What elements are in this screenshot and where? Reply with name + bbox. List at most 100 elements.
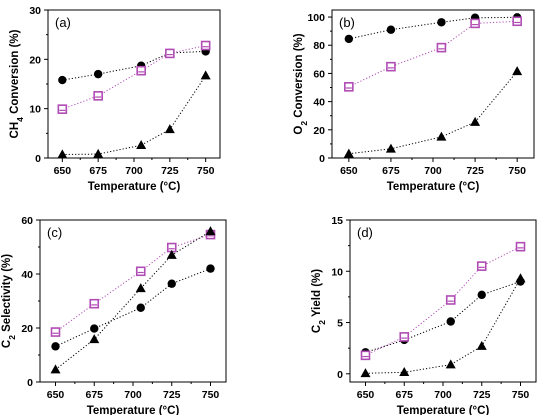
data-point-square — [386, 61, 396, 72]
data-point-triangle — [135, 283, 146, 293]
series-line-circle — [365, 281, 521, 353]
series-line-circle — [55, 268, 211, 347]
y-tick-label: 80 — [313, 40, 325, 52]
x-tick-label: 675 — [395, 389, 413, 401]
data-point-square — [89, 298, 100, 309]
y-tick-label: 0 — [35, 153, 41, 165]
panel-label: (d) — [357, 225, 373, 240]
series-line-square — [62, 45, 206, 110]
x-tick-label: 650 — [47, 389, 65, 401]
y-tick-label: 40 — [313, 97, 325, 109]
y-tick-label: 10 — [331, 266, 343, 278]
data-point-square — [512, 16, 522, 27]
y-tick-label: 10 — [29, 104, 41, 116]
y-tick-label: 5 — [337, 318, 343, 330]
data-point-square — [136, 65, 146, 76]
chart-panel-1: 650 675 700 725 750 0 10 20 30 Temperature (°C) CH… — [9, 5, 221, 193]
data-point-square — [200, 40, 211, 51]
x-tick-label: 750 — [202, 389, 220, 401]
series-line-circle — [62, 50, 206, 81]
y-axis-title: C2 Selectivity (%) — [1, 254, 17, 348]
series-line-triangle — [55, 230, 211, 370]
data-point-triangle — [136, 139, 147, 149]
data-point-square — [165, 48, 175, 59]
data-point-triangle — [360, 368, 371, 378]
data-point-circle — [446, 317, 455, 326]
plot-frame — [39, 219, 227, 383]
plot-frame — [349, 219, 537, 383]
y-tick-label: 20 — [29, 54, 41, 66]
data-point-circle — [386, 25, 396, 34]
data-point-triangle — [205, 226, 216, 236]
data-point-circle — [58, 75, 67, 85]
x-tick-label: 675 — [85, 389, 103, 401]
x-tick-label: 650 — [357, 389, 375, 401]
x-tick-label: 725 — [466, 165, 484, 177]
data-point-triangle — [57, 149, 68, 159]
data-point-triangle — [89, 334, 100, 344]
x-tick-label: 700 — [125, 165, 143, 177]
data-point-square — [436, 42, 447, 53]
data-point-square — [360, 350, 371, 361]
data-point-triangle — [164, 124, 175, 134]
data-point-square — [50, 327, 61, 337]
data-point-square — [135, 266, 146, 277]
x-tick-label: 700 — [434, 389, 452, 401]
data-point-square — [476, 261, 487, 271]
data-point-circle — [136, 303, 145, 312]
data-point-square — [57, 104, 68, 114]
x-tick-label: 700 — [124, 389, 142, 401]
x-tick-label: 750 — [508, 165, 526, 177]
y-tick-label: 0 — [319, 153, 325, 165]
data-point-triangle — [515, 273, 526, 283]
y-tick-label: 0 — [337, 369, 343, 381]
y-axis-title: O2 Conversion (%) — [293, 33, 309, 134]
data-point-square — [445, 295, 456, 305]
plot-frame — [331, 9, 535, 159]
data-point-triangle — [470, 116, 481, 126]
series-line-square — [55, 234, 211, 333]
data-point-circle — [437, 18, 446, 27]
series-line-triangle — [348, 70, 518, 155]
data-point-circle — [90, 324, 99, 333]
data-point-triangle — [200, 70, 211, 80]
y-tick-label: 60 — [21, 215, 33, 227]
data-point-triangle — [385, 143, 396, 153]
x-tick-label: 650 — [340, 165, 358, 177]
series-line-triangle — [62, 75, 207, 155]
data-point-circle — [206, 264, 215, 273]
y-tick-label: 20 — [21, 323, 33, 335]
y-axis-title: CH4 Conversion (%) — [9, 29, 25, 138]
x-tick-label: 750 — [197, 165, 215, 177]
data-point-triangle — [445, 359, 456, 369]
y-tick-label: 20 — [313, 125, 325, 137]
x-tick-label: 675 — [89, 165, 107, 177]
series-line-circle — [348, 16, 518, 40]
data-point-triangle — [50, 364, 61, 374]
x-tick-label: 725 — [163, 389, 181, 401]
data-point-triangle — [166, 249, 177, 259]
y-tick-label: 30 — [29, 5, 41, 17]
x-tick-label: 725 — [473, 389, 491, 401]
x-tick-label: 750 — [512, 389, 530, 401]
y-axis-title: C2 Yield (%) — [311, 269, 327, 333]
data-point-triangle — [476, 340, 487, 350]
data-point-triangle — [399, 367, 410, 377]
data-point-square — [93, 91, 103, 101]
plot-frame — [47, 9, 221, 159]
series-line-square — [348, 20, 518, 88]
chart-panel-3: 650 675 700 725 750 0 20 40 60 Temperature (°C) C2… — [1, 215, 227, 415]
data-point-square — [399, 332, 410, 342]
x-axis-title: Temperature (°C) — [397, 405, 490, 415]
data-point-circle — [51, 342, 60, 351]
panel-label: (a) — [55, 15, 71, 30]
x-axis-title: Temperature (°C) — [87, 405, 180, 415]
data-point-circle — [477, 290, 486, 300]
panel-label: (b) — [339, 15, 355, 30]
x-axis-title: Temperature (°C) — [387, 181, 480, 193]
data-point-circle — [344, 34, 354, 44]
data-point-triangle — [93, 148, 104, 158]
data-point-triangle — [436, 131, 447, 141]
y-tick-label: 60 — [313, 68, 325, 80]
